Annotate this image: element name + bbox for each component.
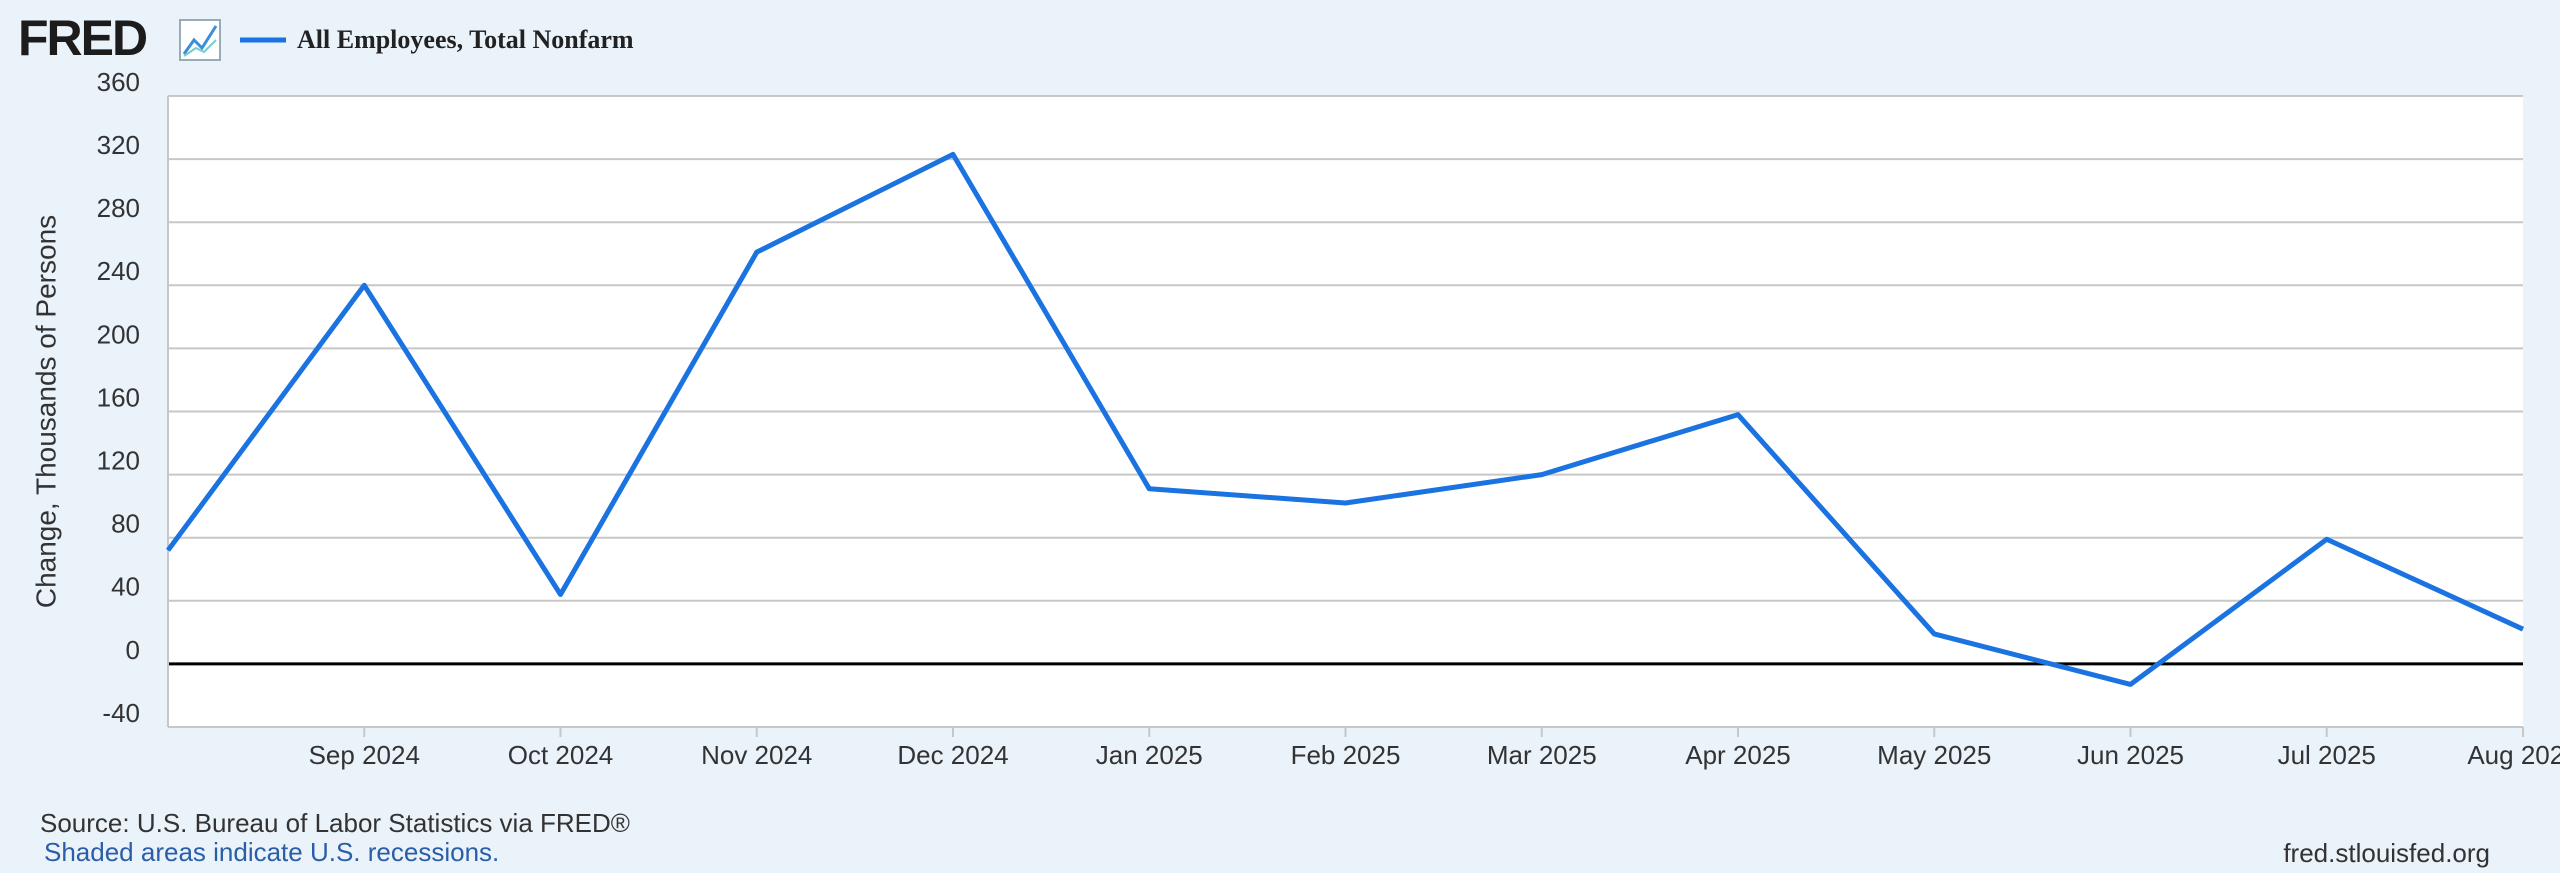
y-axis-label: Change, Thousands of Persons xyxy=(30,215,61,608)
y-tick-label: 120 xyxy=(97,445,140,475)
source: Source: U.S. Bureau of Labor Statistics … xyxy=(40,808,630,838)
x-tick-label: May 2025 xyxy=(1877,740,1991,770)
y-tick-label: 80 xyxy=(111,509,140,539)
y-tick-label: 320 xyxy=(97,130,140,160)
y-tick-label: 280 xyxy=(97,193,140,223)
x-tick-label: Aug 2025 xyxy=(2467,740,2560,770)
x-tick-label: Apr 2025 xyxy=(1685,740,1791,770)
y-tick-label: 160 xyxy=(97,382,140,412)
x-tick-label: Mar 2025 xyxy=(1487,740,1597,770)
y-tick-label: 360 xyxy=(97,67,140,97)
x-tick-label: Nov 2024 xyxy=(701,740,812,770)
y-tick-label: 0 xyxy=(126,635,140,665)
y-tick-label: 200 xyxy=(97,319,140,349)
legend-label: All Employees, Total Nonfarm xyxy=(297,25,634,54)
y-tick-label: 40 xyxy=(111,572,140,602)
x-tick-label: Feb 2025 xyxy=(1291,740,1401,770)
recession-note[interactable]: Shaded areas indicate U.S. recessions. xyxy=(44,837,499,867)
x-tick-label: Sep 2024 xyxy=(309,740,420,770)
series-line xyxy=(165,151,2525,687)
logo-icon xyxy=(179,19,221,61)
x-tick-label: Oct 2024 xyxy=(508,740,614,770)
x-tick-label: Jun 2025 xyxy=(2077,740,2184,770)
logo: FRED xyxy=(18,10,147,66)
y-tick-label: -40 xyxy=(102,698,140,728)
x-tick-label: Jan 2025 xyxy=(1096,740,1203,770)
y-tick-label: 240 xyxy=(97,256,140,286)
x-tick-label: Dec 2024 xyxy=(897,740,1008,770)
credit[interactable]: fred.stlouisfed.org xyxy=(2283,838,2490,868)
x-tick-label: Jul 2025 xyxy=(2278,740,2376,770)
